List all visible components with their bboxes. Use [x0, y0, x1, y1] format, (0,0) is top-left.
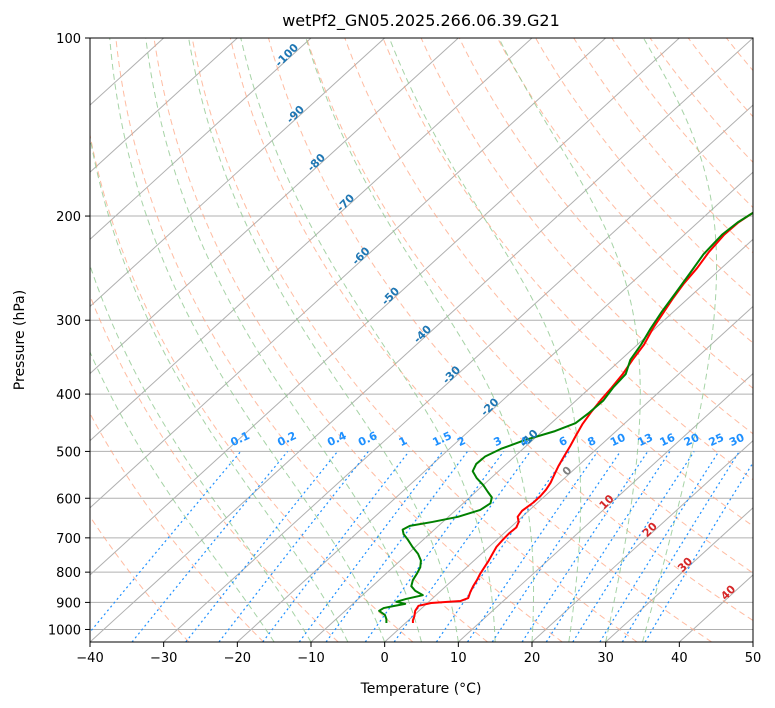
- isotherm-0: [384, 305, 753, 642]
- y-axis-label: Pressure (hPa): [12, 290, 28, 390]
- x-axis-label: Temperature (°C): [360, 681, 482, 697]
- mixing-ratio-label: 16: [658, 431, 678, 449]
- mixing-ratio-label: 10: [608, 431, 628, 449]
- y-tick-label: 1000: [48, 623, 81, 638]
- moist-adiabat-30: [498, 38, 641, 642]
- mixing-ratio-label: 25: [707, 431, 726, 449]
- isotherm--60: [90, 38, 607, 509]
- isotherm--100: [90, 38, 312, 241]
- dry-adiabat-110: [496, 38, 753, 344]
- x-tick-label: 40: [671, 651, 688, 666]
- x-tick-label: 10: [450, 651, 467, 666]
- dry-adiabat-100: [458, 38, 753, 389]
- dry-adiabat-150: [649, 38, 753, 163]
- isotherm--70: [90, 38, 533, 442]
- mixing-ratio-line-4: [393, 451, 531, 642]
- moist-adiabat-35: [642, 38, 718, 642]
- mixing-ratio-line-6: [435, 451, 570, 642]
- y-tick-label: 300: [56, 314, 81, 329]
- mixing-ratio-label: 13: [636, 431, 655, 449]
- x-tick-label: −10: [297, 651, 324, 666]
- dry-adiabat-120: [535, 38, 753, 299]
- chart-title: wetPf2_GN05.2025.266.06.39.G21: [282, 11, 560, 31]
- y-tick-label: 800: [56, 566, 81, 581]
- x-tick-label: −30: [150, 651, 177, 666]
- mixing-ratio-line-10: [491, 451, 621, 642]
- dry-adiabat-20: [153, 38, 563, 642]
- isotherm--50: [90, 38, 680, 576]
- mixing-ratio-line-0.4: [185, 451, 339, 642]
- mixing-ratio-line-0.1: [90, 451, 242, 634]
- dry-adiabat-130: [573, 38, 753, 254]
- dry-adiabat-40: [229, 38, 712, 642]
- mixing-ratio-line-0.6: [218, 451, 369, 642]
- isotherm--80: [90, 38, 459, 375]
- sounding-lines: [378, 211, 753, 623]
- isotherm-10: [457, 372, 753, 642]
- x-tick-label: −20: [224, 651, 251, 666]
- y-tick-label: 100: [56, 32, 81, 47]
- dry-adiabat-90: [420, 38, 753, 435]
- mixing-ratio-line-36: [644, 461, 753, 642]
- isotherm-30: [605, 507, 753, 642]
- isotherm--110: [90, 38, 238, 173]
- x-tick-label: 0: [381, 651, 389, 666]
- mixing-ratio-line-30: [621, 451, 740, 642]
- moist-adiabat--10: [90, 264, 312, 642]
- moist-adiabat--15: [90, 350, 275, 642]
- x-tick-label: 30: [597, 651, 614, 666]
- isotherm--10: [310, 238, 753, 642]
- dewpoint-line: [378, 211, 753, 623]
- moist-adiabat-20: [305, 38, 535, 642]
- moist-adiabat-0: [109, 38, 386, 642]
- isotherm--40: [90, 38, 753, 642]
- mixing-ratio-label: 30: [727, 431, 747, 449]
- isotherm--20: [236, 171, 753, 642]
- plot-frame: [89, 37, 754, 643]
- mixing-ratio-label: 20: [682, 431, 702, 449]
- temperature-line: [411, 211, 753, 623]
- y-tick-label: 200: [56, 210, 81, 225]
- background-lines: [90, 38, 753, 642]
- isotherm--90: [90, 38, 386, 308]
- dry-adiabat--20: [90, 412, 264, 642]
- y-tick-label: 600: [56, 492, 81, 507]
- y-tick-label: 900: [56, 596, 81, 611]
- x-tick-label: −40: [76, 651, 103, 666]
- moist-adiabat-15: [240, 38, 496, 642]
- x-tick-label: 50: [745, 651, 762, 666]
- dry-adiabat-70: [344, 38, 753, 527]
- dry-adiabat-0: [90, 132, 414, 642]
- axis-ticks: −40 −30 −20 −10 0 10 20 30 40 50 100 200 300 400 500 60…: [48, 32, 761, 666]
- moist-adiabat-25: [388, 38, 582, 642]
- y-tick-label: 500: [56, 445, 81, 460]
- y-tick-label: 400: [56, 388, 81, 403]
- moist-adiabat-10: [188, 38, 459, 642]
- x-tick-label: 20: [524, 651, 541, 666]
- isotherm-20: [531, 439, 753, 642]
- y-tick-label: 700: [56, 532, 81, 547]
- isotherm--30: [163, 104, 753, 642]
- dry-adiabat-30: [191, 38, 638, 642]
- mixing-ratio-line-0.2: [131, 451, 289, 642]
- mixing-ratio-line-25: [599, 451, 720, 642]
- dry-adiabat--10: [90, 294, 339, 642]
- dry-adiabat-60: [306, 38, 753, 574]
